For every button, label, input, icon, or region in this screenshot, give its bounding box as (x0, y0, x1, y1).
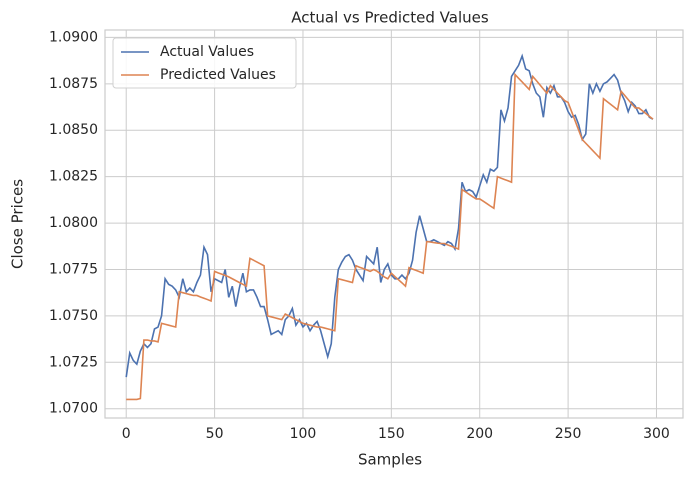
y-tick-label: 1.0775 (49, 261, 98, 277)
series-line (126, 72, 654, 401)
x-tick-label: 300 (643, 426, 670, 442)
x-tick-label: 0 (122, 426, 131, 442)
y-tick-label: 1.0750 (49, 308, 98, 324)
legend-box (112, 37, 297, 89)
x-tick-label: 250 (555, 426, 582, 442)
y-tick-label: 1.0825 (49, 169, 98, 185)
y-axis-label: Close Prices (9, 179, 27, 269)
y-tick-label: 1.0850 (49, 122, 98, 138)
x-tick-label: 150 (378, 426, 405, 442)
x-tick-label: 100 (290, 426, 317, 442)
legend-label: Actual Values (160, 44, 254, 60)
chart-title: Actual vs Predicted Values (291, 9, 489, 27)
y-tick-label: 1.0875 (49, 76, 98, 92)
x-axis-label: Samples (358, 451, 422, 469)
y-tick-label: 1.0900 (49, 29, 98, 45)
y-tick-label: 1.0725 (49, 354, 98, 370)
plot-frame (104, 29, 684, 419)
series-line (125, 53, 654, 378)
y-tick-label: 1.0700 (49, 401, 98, 417)
legend-label: Predicted Values (160, 67, 276, 83)
x-tick-label: 50 (206, 426, 224, 442)
y-tick-label: 1.0800 (49, 215, 98, 231)
x-tick-label: 200 (466, 426, 493, 442)
